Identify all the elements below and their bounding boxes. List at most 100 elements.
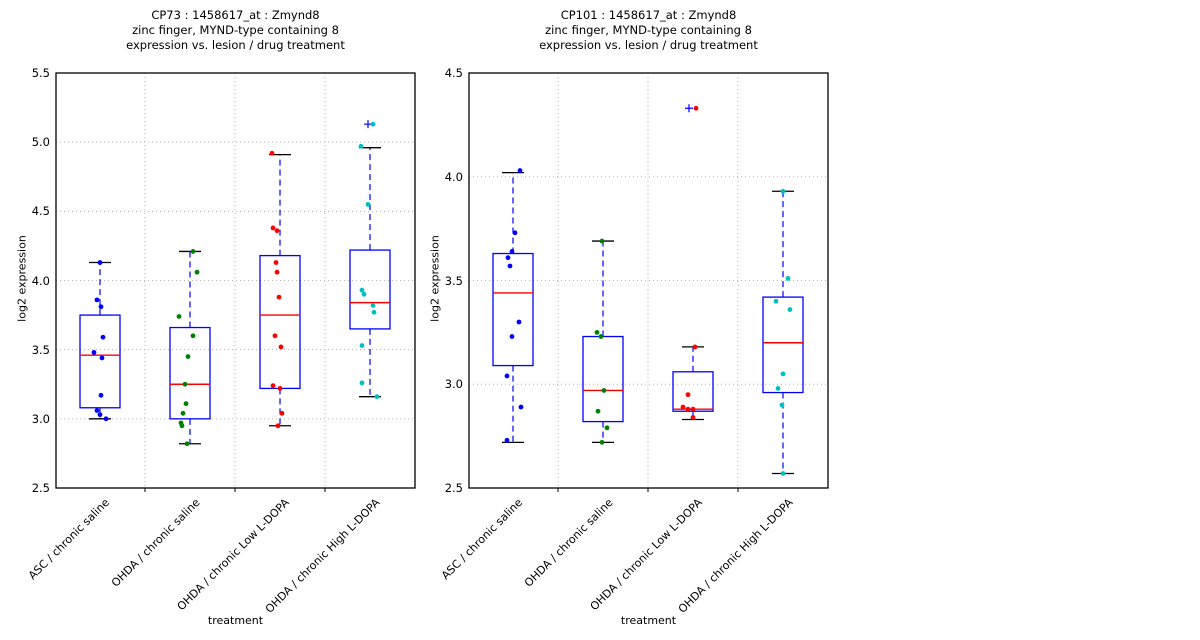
data-point bbox=[190, 333, 196, 339]
flier-plus-marker bbox=[685, 104, 693, 113]
data-point bbox=[595, 408, 601, 414]
data-point bbox=[185, 354, 191, 359]
right-plot-title-line3: expression vs. lesion / drug treatment bbox=[539, 38, 758, 52]
data-point bbox=[374, 394, 380, 400]
data-point bbox=[272, 333, 278, 339]
data-point bbox=[504, 437, 510, 443]
data-point bbox=[190, 249, 196, 254]
data-point bbox=[182, 381, 188, 387]
data-point bbox=[601, 388, 607, 393]
data-point bbox=[359, 343, 365, 348]
data-point bbox=[599, 238, 605, 244]
data-point bbox=[94, 297, 100, 303]
data-point bbox=[277, 386, 283, 391]
data-point bbox=[179, 423, 185, 429]
data-point bbox=[270, 225, 276, 231]
data-point bbox=[275, 423, 281, 429]
data-point bbox=[97, 412, 103, 418]
data-point bbox=[194, 269, 200, 275]
data-point bbox=[692, 344, 698, 350]
data-point bbox=[785, 276, 791, 281]
left-plot-title: CP73 : 1458617_at : Zmynd8 zinc finger, … bbox=[56, 8, 415, 53]
y-tick-label: 3.5 bbox=[444, 274, 463, 288]
data-point bbox=[779, 402, 785, 408]
data-point bbox=[693, 105, 699, 111]
data-point bbox=[516, 319, 522, 325]
data-point bbox=[787, 307, 793, 312]
box bbox=[582, 335, 624, 423]
left-plot-title-line3: expression vs. lesion / drug treatment bbox=[126, 38, 345, 52]
data-point bbox=[176, 314, 182, 319]
box bbox=[492, 252, 534, 367]
data-point bbox=[690, 406, 696, 412]
data-point bbox=[269, 150, 275, 156]
data-point bbox=[509, 249, 515, 254]
y-tick-label: 3.0 bbox=[31, 412, 50, 426]
data-point bbox=[358, 143, 364, 149]
box bbox=[672, 371, 714, 412]
data-point bbox=[359, 380, 365, 386]
data-point bbox=[278, 344, 284, 350]
data-point bbox=[94, 408, 100, 413]
left-y-axis-label: log2 expression bbox=[15, 235, 29, 322]
data-point bbox=[594, 329, 600, 335]
right-y-axis-label: log2 expression bbox=[428, 235, 442, 322]
data-point bbox=[98, 392, 104, 398]
box bbox=[349, 249, 391, 330]
axes-frame bbox=[55, 72, 416, 489]
y-tick-label: 4.0 bbox=[31, 274, 50, 288]
data-point bbox=[184, 441, 190, 447]
data-point bbox=[598, 334, 604, 339]
data-point bbox=[279, 410, 285, 416]
data-point bbox=[604, 425, 610, 431]
data-point bbox=[180, 410, 186, 416]
left-plot-title-line2: zinc finger, MYND-type containing 8 bbox=[132, 23, 339, 37]
data-point bbox=[680, 404, 686, 410]
data-point bbox=[685, 406, 691, 412]
data-point bbox=[685, 392, 691, 398]
y-tick-label: 4.5 bbox=[31, 204, 50, 218]
data-point bbox=[780, 371, 786, 377]
right-plot-title: CP101 : 1458617_at : Zmynd8 zinc finger,… bbox=[469, 8, 828, 53]
y-tick-label: 5.0 bbox=[31, 135, 50, 149]
data-point bbox=[775, 386, 781, 391]
data-point bbox=[183, 401, 189, 407]
left-x-axis-label: treatment bbox=[207, 614, 264, 627]
box bbox=[79, 314, 121, 409]
data-point bbox=[361, 291, 367, 297]
data-point bbox=[507, 263, 513, 269]
box bbox=[169, 326, 211, 420]
y-tick-label: 2.5 bbox=[444, 481, 463, 495]
data-point bbox=[97, 260, 103, 265]
data-point bbox=[370, 303, 376, 308]
y-tick-label: 2.5 bbox=[31, 481, 50, 495]
data-point bbox=[365, 202, 371, 207]
data-point bbox=[100, 334, 106, 340]
right-plot-title-line1: CP101 : 1458617_at : Zmynd8 bbox=[560, 8, 737, 22]
data-point bbox=[370, 121, 376, 127]
data-point bbox=[599, 439, 605, 445]
data-point bbox=[273, 260, 279, 265]
data-point bbox=[505, 255, 511, 261]
data-point bbox=[690, 415, 696, 420]
left-plot-title-line1: CP73 : 1458617_at : Zmynd8 bbox=[151, 8, 320, 22]
data-point bbox=[371, 309, 377, 315]
data-point bbox=[91, 350, 97, 355]
data-point bbox=[780, 188, 786, 194]
y-tick-label: 4.5 bbox=[444, 66, 463, 80]
axes-frame bbox=[468, 72, 829, 489]
right-x-axis-label: treatment bbox=[620, 614, 677, 627]
data-point bbox=[274, 228, 280, 234]
right-plot-title-line2: zinc finger, MYND-type containing 8 bbox=[545, 23, 752, 37]
box bbox=[762, 296, 804, 394]
data-point bbox=[504, 373, 510, 379]
data-point bbox=[359, 287, 365, 293]
y-tick-label: 3.5 bbox=[31, 343, 50, 357]
y-tick-label: 3.0 bbox=[444, 377, 463, 391]
data-point bbox=[99, 355, 105, 361]
data-point bbox=[103, 416, 109, 422]
data-point bbox=[512, 230, 518, 236]
y-tick-label: 5.5 bbox=[31, 66, 50, 80]
